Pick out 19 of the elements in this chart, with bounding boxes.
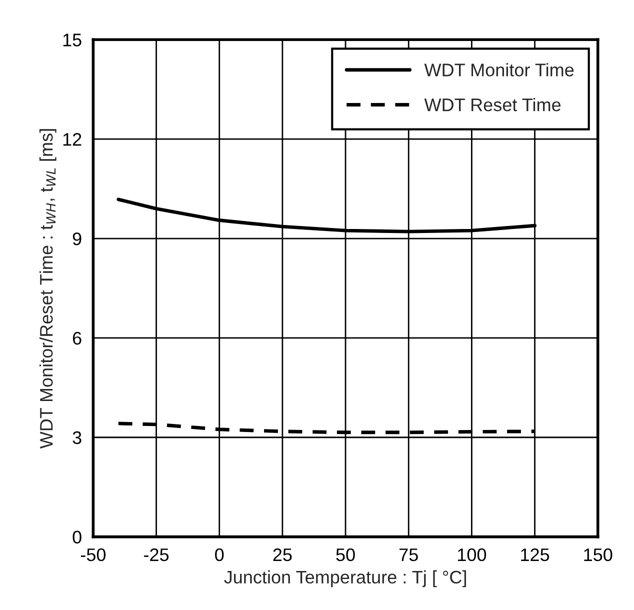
y-tick-label: 0 <box>72 530 82 544</box>
legend-label: WDT Monitor Time <box>424 63 574 76</box>
x-tick-label: 125 <box>521 548 550 562</box>
y-tick-label: 12 <box>63 133 82 146</box>
x-axis-title: Junction Temperature : Tj [ °C] <box>224 570 466 588</box>
x-tick-label: 0 <box>215 548 224 562</box>
x-tick-label: -25 <box>144 548 169 562</box>
x-tick-label: -50 <box>80 548 106 562</box>
x-tick-label: 75 <box>400 548 418 562</box>
y-axis-title: WDT Monitor/Reset Time : t$_{WH}$, t$_{WL}$ [ms] <box>39 129 56 449</box>
x-tick-label: 25 <box>273 548 292 562</box>
x-tick-label: 100 <box>458 548 486 562</box>
y-tick-label: 9 <box>72 232 82 246</box>
legend-label: WDT Reset Time <box>424 98 561 112</box>
y-tick-label: 6 <box>72 332 82 345</box>
y-tick-label: 3 <box>72 431 82 444</box>
x-tick-label: 50 <box>336 548 355 562</box>
y-tick-label: 15 <box>63 34 82 46</box>
x-tick-label: 150 <box>584 548 612 562</box>
